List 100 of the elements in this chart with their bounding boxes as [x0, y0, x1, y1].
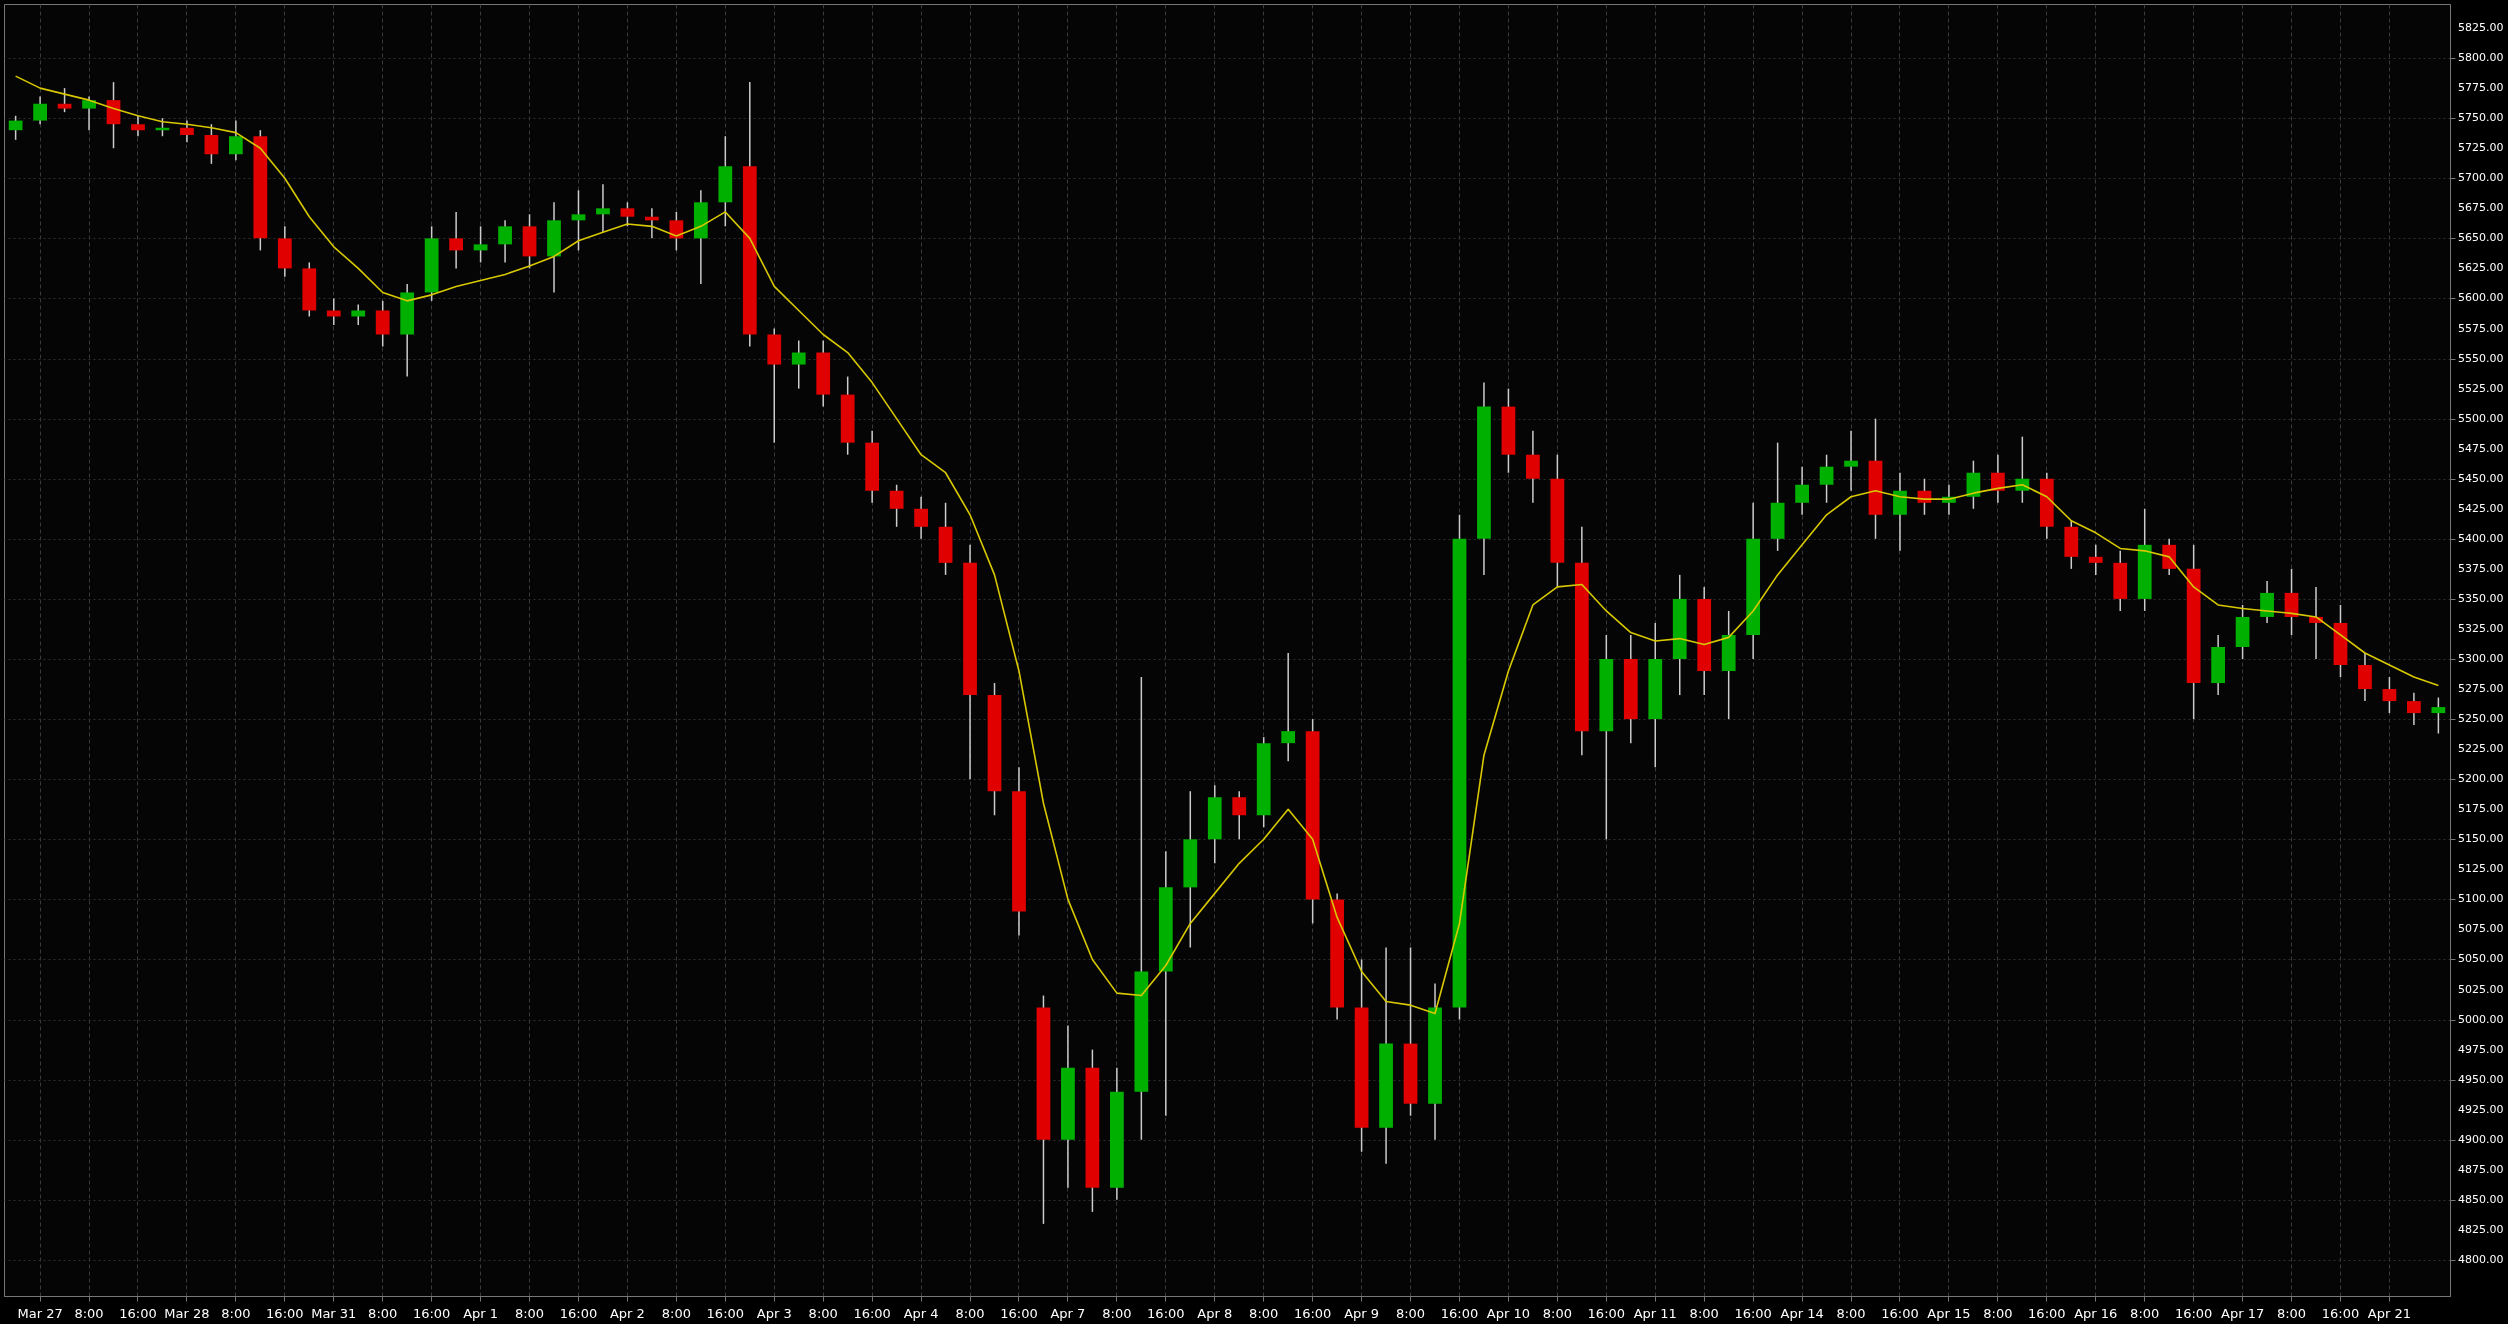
x-tick-label: 8:00 — [1983, 1305, 2013, 1321]
y-tick-label: 4800.00 — [2458, 1252, 2504, 1266]
x-tick-label: 8:00 — [74, 1305, 104, 1321]
y-tick-label: 5475.00 — [2458, 441, 2504, 455]
candlestick — [449, 211, 464, 270]
x-tick-label: 8:00 — [1102, 1305, 1132, 1321]
candlestick — [1844, 429, 1858, 492]
x-tick-label: 8:00 — [368, 1305, 398, 1321]
y-tick-label: 5825.00 — [2458, 21, 2504, 35]
y-tick-label: 5075.00 — [2458, 922, 2504, 936]
x-tick-label: Apr 3 — [756, 1305, 792, 1321]
y-tick-label: 5650.00 — [2458, 231, 2504, 245]
candlestick — [82, 95, 96, 131]
y-tick-label: 5400.00 — [2458, 531, 2504, 545]
y-tick-label: 5050.00 — [2458, 952, 2504, 966]
y-tick-label: 5375.00 — [2458, 561, 2504, 575]
y-tick-label: 5225.00 — [2458, 742, 2504, 756]
x-tick-label: Apr 10 — [1486, 1305, 1531, 1321]
x-tick-label: Apr 11 — [1633, 1305, 1677, 1321]
x-tick-label: 8:00 — [808, 1305, 838, 1321]
candlestick — [571, 189, 586, 252]
x-tick-label: 8:00 — [661, 1305, 691, 1321]
y-tick-label: 5675.00 — [2458, 201, 2504, 215]
candlestick — [669, 211, 684, 252]
x-tick-label: 16:00 — [266, 1305, 304, 1321]
x-tick-label: 16:00 — [1587, 1305, 1626, 1321]
candlestick — [889, 483, 904, 528]
x-tick-label: Apr 14 — [1780, 1305, 1824, 1321]
y-tick-label: 5125.00 — [2458, 862, 2504, 876]
line-series — [14, 75, 2440, 1015]
x-tick-label: Apr 2 — [609, 1305, 645, 1321]
candlestick — [596, 183, 610, 234]
y-tick-label: 4925.00 — [2458, 1102, 2504, 1116]
candlestick — [1819, 453, 1834, 504]
x-tick-label: 16:00 — [1734, 1305, 1772, 1321]
candlestick — [473, 225, 488, 264]
x-tick-label: 8:00 — [2130, 1305, 2160, 1321]
x-tick-label: 16:00 — [119, 1305, 157, 1321]
y-tick-label: 5175.00 — [2458, 802, 2504, 816]
y-tick-label: 5275.00 — [2458, 682, 2504, 696]
y-tick-label: 5000.00 — [2458, 1012, 2504, 1026]
y-tick-label: 5450.00 — [2458, 471, 2504, 485]
y-tick-label: 5550.00 — [2458, 351, 2504, 365]
candlestick — [8, 115, 23, 141]
x-tick-label: 16:00 — [853, 1305, 891, 1321]
candlestick — [2407, 691, 2421, 726]
x-tick-label: 16:00 — [412, 1305, 451, 1321]
candlestick — [2382, 676, 2397, 714]
candlestick — [1795, 465, 1809, 516]
x-tick-label: 8:00 — [1249, 1305, 1279, 1321]
candlestick — [33, 95, 47, 125]
x-tick-label: 8:00 — [221, 1305, 251, 1321]
y-tick-label: 5600.00 — [2458, 291, 2504, 305]
candlestick — [131, 115, 145, 137]
candlestick — [1990, 453, 2005, 504]
y-tick-label: 5500.00 — [2458, 411, 2504, 425]
y-tick-label: 5350.00 — [2458, 591, 2504, 605]
candlestick — [228, 119, 243, 161]
candlestick — [1281, 652, 1296, 762]
x-tick-label: Apr 4 — [903, 1305, 939, 1321]
x-tick-label: Apr 8 — [1197, 1305, 1233, 1321]
y-tick-label: 5625.00 — [2458, 261, 2504, 275]
candlestick — [351, 303, 366, 326]
y-tick-label: 5200.00 — [2458, 772, 2504, 786]
y-tick-label: 4850.00 — [2458, 1192, 2504, 1206]
x-tick-label: 16:00 — [1000, 1305, 1038, 1321]
y-tick-label: 4950.00 — [2458, 1072, 2504, 1086]
candlestick — [791, 339, 806, 390]
candlestick — [498, 219, 512, 264]
candlestick — [57, 87, 72, 113]
x-tick-label: Apr 16 — [2074, 1305, 2118, 1321]
x-tick-label: 16:00 — [1440, 1305, 1479, 1321]
x-tick-label: 8:00 — [2276, 1305, 2307, 1321]
y-tick-label: 4975.00 — [2458, 1042, 2504, 1056]
x-tick-label: 8:00 — [514, 1305, 545, 1321]
y-tick-label: 5800.00 — [2458, 51, 2504, 65]
x-tick-label: 8:00 — [1689, 1305, 1719, 1321]
candlestick — [2431, 696, 2446, 735]
y-tick-label: 5750.00 — [2458, 111, 2504, 125]
x-tick-label: Apr 15 — [1927, 1305, 1971, 1321]
y-tick-label: 4825.00 — [2458, 1222, 2504, 1236]
x-tick-label: 16:00 — [1147, 1305, 1185, 1321]
x-tick-label: Mar 28 — [164, 1305, 210, 1321]
x-tick-label: 8:00 — [1542, 1305, 1572, 1321]
candlestick — [914, 496, 928, 540]
y-tick-label: 5150.00 — [2458, 832, 2504, 846]
x-tick-label: Mar 27 — [17, 1305, 63, 1321]
y-tick-label: 5775.00 — [2458, 81, 2504, 95]
x-tick-label: Mar 31 — [311, 1305, 357, 1321]
y-tick-label: 4875.00 — [2458, 1162, 2504, 1176]
x-tick-label: 16:00 — [2321, 1305, 2360, 1321]
y-tick-label: 5325.00 — [2458, 621, 2504, 635]
y-tick-label: 5025.00 — [2458, 982, 2504, 996]
x-tick-label: Apr 9 — [1344, 1305, 1380, 1321]
x-tick-label: 16:00 — [2028, 1305, 2066, 1321]
candlestick — [2088, 544, 2103, 576]
candlestick — [620, 201, 635, 228]
x-tick-label: 16:00 — [2174, 1305, 2213, 1321]
x-tick-label: 16:00 — [1881, 1305, 1919, 1321]
y-tick-label: 5575.00 — [2458, 321, 2504, 335]
